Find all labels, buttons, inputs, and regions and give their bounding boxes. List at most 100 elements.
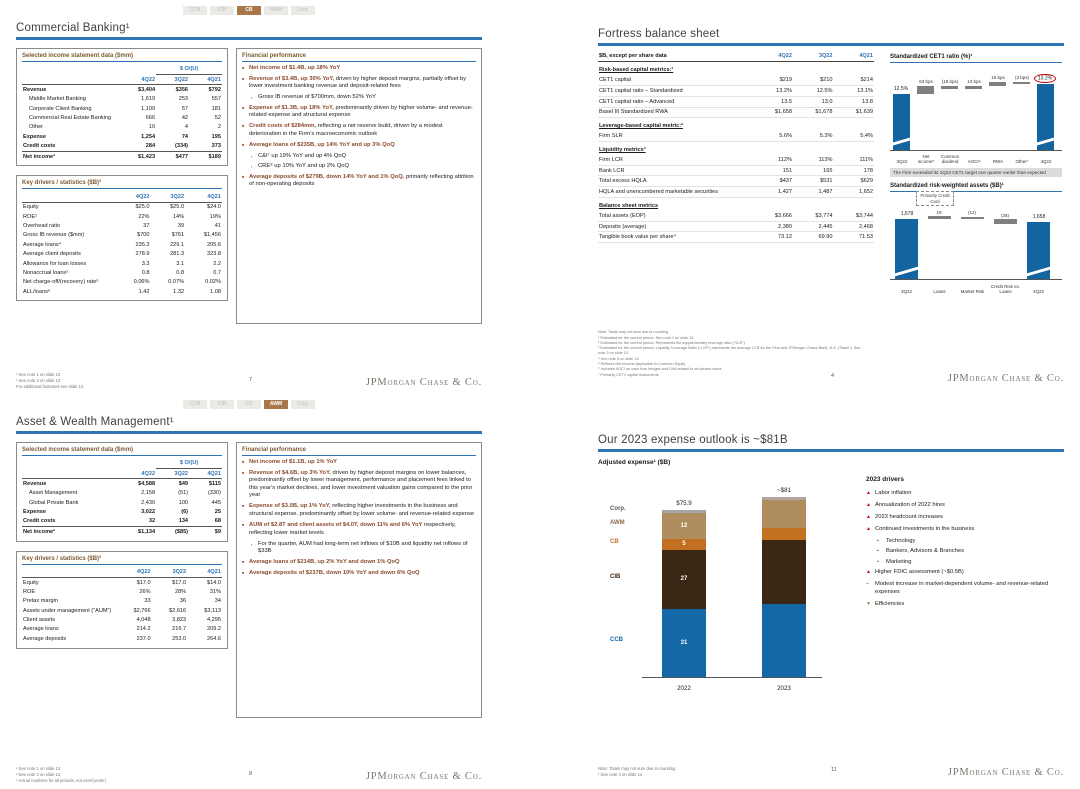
value-3q22: 0.07% — [168, 279, 185, 286]
value-3q22: 39 — [177, 223, 185, 230]
value-4q21: $115 — [208, 480, 221, 487]
row-label: Equity — [23, 579, 39, 586]
page-title: Our 2023 expense outlook is ~$81B — [598, 434, 788, 446]
spacer-cell — [22, 468, 116, 480]
value-4q21: 52 — [214, 115, 221, 122]
bullet-lead: Expense of $1.3B, up 18% YoY, — [249, 104, 334, 111]
bullet-lead: Expense of $3.0B, up 1% YoY, — [249, 503, 331, 510]
value-4q21: 264.6 — [207, 635, 221, 642]
highlight-circle: 13.2% — [1034, 74, 1056, 83]
bullet-text: For the quarter, AUM had long-term net i… — [258, 540, 468, 555]
spacer-cell — [22, 74, 116, 86]
value-4q21: $14.0 — [207, 579, 221, 586]
value-3q22: 4 — [184, 124, 189, 131]
page-title: Commercial Banking¹ — [16, 22, 130, 34]
value-4q22 — [753, 62, 793, 75]
driver-text: Technology — [886, 538, 916, 544]
table-row: Average client deposits 278.9 281.3 323.… — [22, 250, 222, 259]
table-row: Credit costs 32 134 68 — [22, 517, 222, 527]
value-4q21: $792 — [208, 86, 221, 93]
table-row: Revenue $3,404 $356 $792 — [22, 85, 222, 95]
driver-text: Bankers, Advisors & Branches — [886, 548, 964, 555]
driver-text: Labor inflation — [875, 490, 912, 496]
value-3q22 — [793, 118, 833, 131]
row-label: Basel III Standardized RWA — [598, 107, 753, 119]
slide-asset-wealth-management: CCB CIB CB AWM Corp. Asset & Wealth Manageme… — [16, 400, 482, 788]
financial-performance-box: Financial performance Net income of $1.1… — [236, 441, 482, 718]
bullet-lead: Average loans of $235B, up 14% YoY and u… — [249, 141, 395, 148]
value-4q21: 68 — [214, 518, 221, 525]
box-title: Financial performance — [242, 447, 476, 456]
value-4q21 — [834, 197, 874, 210]
value-4q21: 195 — [211, 133, 221, 140]
footnote: ² Estimated for the current period. Repr… — [598, 340, 745, 345]
table-row: Expense 3,022 (6) 25 — [22, 507, 222, 516]
table-row: Basel III Standardized RWA $1,658 $1,678… — [598, 107, 874, 119]
row-label: Credit costs — [23, 143, 56, 150]
value-4q21: 1.08 — [210, 288, 221, 295]
value-4q21 — [834, 62, 874, 75]
axis-break — [1036, 137, 1055, 146]
performance-bullet: Average loans of $214B, up 2% YoY and do… — [242, 559, 476, 567]
bullet-lead: AUM of $2.8T and client assets of $4.0T,… — [249, 522, 423, 528]
table-row: Nonaccrual loans⁵ 0.8 0.8 0.7 — [22, 268, 222, 277]
ou-header: $ O/(U) — [156, 458, 222, 469]
slide-expense-outlook: Our 2023 expense outlook is ~$81B Adjust… — [598, 434, 1064, 784]
row-label: Tangible book value per share⁴ — [598, 231, 753, 244]
value-4q22: $25.0 — [135, 204, 150, 211]
value-3q22: 100 — [178, 499, 189, 506]
table-row: CET1 capital $219 $210 $214 — [598, 75, 874, 86]
ou-header-row: $ O/(U) — [22, 458, 222, 469]
table-row: ROE 26% 28% 31% — [22, 587, 222, 596]
x-tick: Net income⁵ — [917, 154, 935, 165]
value-4q21: $24.0 — [207, 204, 221, 211]
value-3q22: 28% — [174, 588, 187, 595]
value-4q22: $700 — [137, 232, 150, 239]
value-3q22: (6) — [181, 509, 189, 516]
value-3q22: 69.90 — [793, 231, 834, 244]
segment-tab-bar: CCB CIB CB AWM Corp. — [16, 400, 482, 409]
value-3q22: 42 — [181, 115, 189, 122]
value-4q22: 2,158 — [141, 490, 156, 497]
jpmorgan-logo: JPMorgan Chase & Co. — [947, 373, 1064, 384]
axis-break — [892, 137, 911, 146]
driver-item: Annualization of 2022 hires — [866, 502, 1062, 509]
box-title: Key drivers / statistics ($B)³ — [22, 556, 222, 565]
jpmorgan-logo: JPMorgan Chase & Co. — [365, 377, 482, 388]
col-header-4q22: 4Q22 — [116, 567, 152, 578]
value-4q22: 0.06% — [133, 279, 150, 286]
row-label: Net income² — [22, 526, 116, 537]
legend-corp: Corp. — [610, 505, 626, 512]
page-number: 7 — [249, 377, 253, 383]
value-4q21: 181 — [211, 105, 221, 112]
row-label: Total assets (EOP) — [598, 210, 753, 222]
value-4q22: $1,423 — [116, 150, 157, 162]
table-row: Asset Management 2,158 (51) (330) — [22, 489, 222, 498]
title-rule — [598, 449, 1064, 452]
value-4q22: 3,022 — [141, 509, 156, 516]
value-4q22: 235.3 — [135, 241, 150, 248]
segment-tab: CIB — [210, 6, 234, 15]
financial-performance-box: Financial performance Net income of $1.4… — [236, 47, 482, 324]
x-tick: RWA — [992, 159, 1004, 165]
cet1-ratio-chart: Standardized CET1 ratio (%)¹ 12.5% 63 bp… — [890, 54, 1062, 178]
table-row: Revenue $4,588 $49 $115 — [22, 479, 222, 489]
bullet-lead: Net income of $1.4B, up 18% YoY — [249, 64, 341, 71]
bar-3q22 — [894, 219, 919, 280]
table-row: Risk-based capital metrics:¹ — [598, 62, 874, 75]
segment-tab-bar: CCB CIB CB AWM Corp. — [16, 6, 482, 15]
bullet-text: primarily reflecting attrition of non-op… — [249, 173, 474, 188]
value-4q22: $437 — [752, 175, 794, 188]
x-tick: 4Q22 — [1040, 159, 1052, 165]
value-3q22: 3,823 — [172, 617, 187, 624]
jpmorgan-logo: JPMorgan Chase & Co. — [365, 771, 482, 782]
value-4q22 — [753, 197, 793, 210]
value-4q21: 2 — [217, 124, 221, 131]
waterfall-market-risk — [961, 216, 984, 220]
value-3q22 — [793, 62, 833, 75]
driver-item: Technology — [877, 538, 1062, 545]
page-number: 4 — [831, 373, 835, 379]
value-3q22: 14% — [172, 213, 185, 220]
value-4q21: 31% — [209, 588, 221, 595]
bullet-lead: Average deposits of $279B, down 14% YoY … — [249, 173, 405, 180]
